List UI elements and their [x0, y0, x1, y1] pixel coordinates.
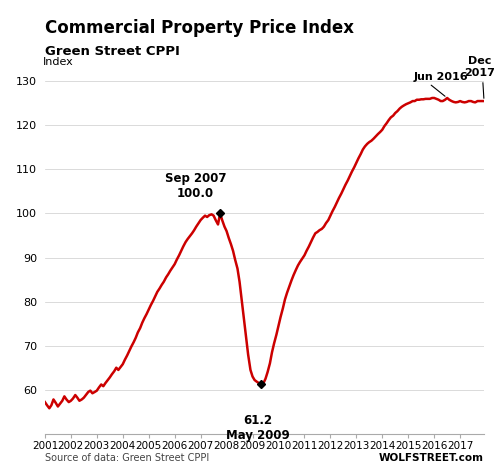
Text: Jun 2016: Jun 2016: [414, 72, 468, 82]
Text: 61.2
May 2009: 61.2 May 2009: [226, 414, 289, 442]
Text: Dec
2017: Dec 2017: [464, 56, 495, 78]
Text: Source of data: Green Street CPPI: Source of data: Green Street CPPI: [45, 454, 209, 463]
Text: Sep 2007
100.0: Sep 2007 100.0: [165, 172, 226, 200]
Text: Green Street CPPI: Green Street CPPI: [45, 45, 180, 58]
Text: Index: Index: [43, 57, 73, 67]
Text: WOLFSTREET.com: WOLFSTREET.com: [379, 454, 484, 463]
Text: Commercial Property Price Index: Commercial Property Price Index: [45, 19, 354, 37]
